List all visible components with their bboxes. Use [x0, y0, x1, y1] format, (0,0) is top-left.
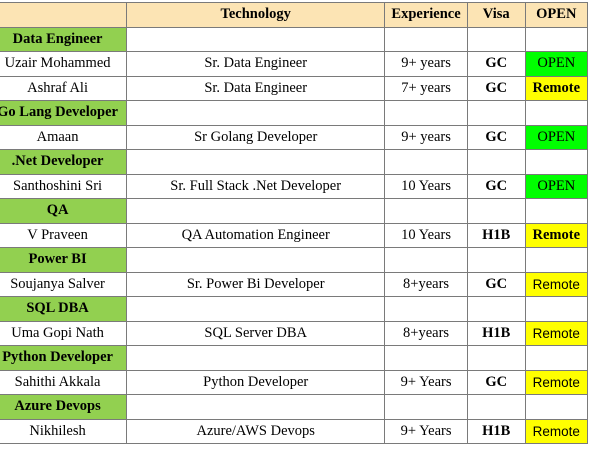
category-row: Azure Devops — [0, 394, 589, 420]
candidate-visa: H1B — [466, 222, 526, 248]
table-row: Uma Gopi Nath SQL Server DBA 8+years H1B… — [0, 320, 589, 346]
candidate-name: Uzair Mohammed — [0, 51, 128, 77]
candidate-technology: Sr. Data Engineer — [126, 51, 386, 77]
candidate-visa: GC — [466, 271, 526, 297]
candidate-experience: 10 Years — [384, 222, 468, 248]
candidate-experience: 7+ years — [384, 75, 468, 101]
category-label: Azure Devops — [0, 394, 128, 420]
candidate-experience: 9+ Years — [384, 369, 468, 395]
category-row: Data Engineer — [0, 26, 589, 52]
consultant-table: Technology Experience Visa OPEN Data Eng… — [0, 2, 589, 444]
header-status: OPEN — [524, 2, 589, 28]
header-technology: Technology — [126, 2, 386, 28]
candidate-experience: 9+ years — [384, 51, 468, 77]
candidate-technology: QA Automation Engineer — [126, 222, 386, 248]
candidate-technology: Sr. Full Stack .Net Developer — [126, 173, 386, 199]
table-row: Soujanya Salver Sr. Power Bi Developer 8… — [0, 271, 589, 297]
category-label: .Net Developer — [0, 149, 128, 175]
status-badge: OPEN — [524, 51, 589, 77]
category-row: Go Lang Developer — [0, 100, 589, 126]
candidate-experience: 8+years — [384, 320, 468, 346]
status-badge: Remote — [524, 418, 589, 444]
candidate-visa: GC — [466, 124, 526, 150]
category-label: SQL DBA — [0, 296, 128, 322]
candidate-name: Soujanya Salver — [0, 271, 128, 297]
candidate-experience: 8+years — [384, 271, 468, 297]
candidate-visa: H1B — [466, 320, 526, 346]
status-badge: Remote — [524, 369, 589, 395]
status-badge: Remote — [524, 271, 589, 297]
candidate-name: Nikhilesh — [0, 418, 128, 444]
candidate-visa: H1B — [466, 418, 526, 444]
header-row: Technology Experience Visa OPEN — [0, 2, 589, 28]
category-row: Power BI — [0, 247, 589, 273]
table-row: V Praveen QA Automation Engineer 10 Year… — [0, 222, 589, 248]
table-row: Amaan Sr Golang Developer 9+ years GC OP… — [0, 124, 589, 150]
candidate-technology: Azure/AWS Devops — [126, 418, 386, 444]
candidate-technology: Sr. Data Engineer — [126, 75, 386, 101]
candidate-name: V Praveen — [0, 222, 128, 248]
candidate-name: Sahithi Akkala — [0, 369, 128, 395]
status-badge: OPEN — [524, 173, 589, 199]
candidate-name: Santhoshini Sri — [0, 173, 128, 199]
header-experience: Experience — [384, 2, 468, 28]
table-row: Uzair Mohammed Sr. Data Engineer 9+ year… — [0, 51, 589, 77]
category-label: Go Lang Developer — [0, 100, 128, 126]
status-badge: Remote — [524, 75, 589, 101]
table-row: Ashraf Ali Sr. Data Engineer 7+ years GC… — [0, 75, 589, 101]
candidate-name: Uma Gopi Nath — [0, 320, 128, 346]
candidate-technology: Sr Golang Developer — [126, 124, 386, 150]
candidate-technology: Sr. Power Bi Developer — [126, 271, 386, 297]
candidate-visa: GC — [466, 369, 526, 395]
status-badge: OPEN — [524, 124, 589, 150]
candidate-experience: 9+ years — [384, 124, 468, 150]
header-visa: Visa — [466, 2, 526, 28]
table-row: Santhoshini Sri Sr. Full Stack .Net Deve… — [0, 173, 589, 199]
candidate-technology: SQL Server DBA — [126, 320, 386, 346]
candidate-visa: GC — [466, 51, 526, 77]
table-row: Nikhilesh Azure/AWS Devops 9+ Years H1B … — [0, 418, 589, 444]
category-label: Data Engineer — [0, 26, 128, 52]
candidate-name: Amaan — [0, 124, 128, 150]
candidate-technology: Python Developer — [126, 369, 386, 395]
category-row: Python Developer — [0, 345, 589, 371]
candidate-visa: GC — [466, 173, 526, 199]
category-label: QA — [0, 198, 128, 224]
category-label: Power BI — [0, 247, 128, 273]
category-row: SQL DBA — [0, 296, 589, 322]
candidate-experience: 10 Years — [384, 173, 468, 199]
status-badge: Remote — [524, 222, 589, 248]
header-name — [0, 2, 128, 28]
category-label: Python Developer — [0, 345, 128, 371]
category-row: QA — [0, 198, 589, 224]
category-row: .Net Developer — [0, 149, 589, 175]
status-badge: Remote — [524, 320, 589, 346]
candidate-visa: GC — [466, 75, 526, 101]
table-row: Sahithi Akkala Python Developer 9+ Years… — [0, 369, 589, 395]
candidate-name: Ashraf Ali — [0, 75, 128, 101]
candidate-experience: 9+ Years — [384, 418, 468, 444]
